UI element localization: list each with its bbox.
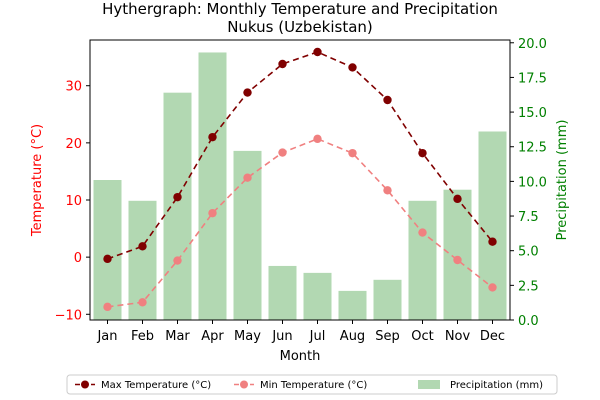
right-axis-label: Precipitation (mm): [555, 120, 570, 241]
right-tick-label: 7.5: [518, 210, 539, 225]
chart-title: Hythergraph: Monthly Temperature and Pre…: [102, 0, 498, 18]
legend-label: Precipitation (mm): [450, 380, 543, 391]
series-0-point-oct: [418, 148, 427, 158]
series-1-point-nov: [453, 255, 462, 265]
legend-box: [66, 374, 558, 395]
series-1-point-jun: [278, 148, 287, 157]
right-tick-label: 12.5: [518, 141, 547, 156]
precip-bar-jul: [303, 272, 332, 320]
series-0-point-may: [243, 88, 252, 97]
series-0-point-jan: [103, 254, 112, 264]
plot-frame: [89, 39, 511, 321]
precip-bar-mar: [163, 92, 192, 320]
temperature-lines: [103, 47, 497, 312]
left-tick-label: 0: [74, 251, 82, 266]
left-tick-label: 10: [65, 194, 82, 209]
precip-bar-sep: [373, 279, 402, 320]
series-1-point-feb: [138, 298, 147, 307]
series-0-point-sep: [383, 95, 392, 105]
right-tick-label: 15.0: [518, 106, 547, 121]
precipitation-bars: [93, 52, 507, 320]
legend-label: Max Temperature (°C): [101, 380, 211, 391]
x-tick-label: Mar: [165, 329, 190, 344]
series-0-point-jul: [313, 47, 322, 57]
left-tick-label: −10: [55, 308, 82, 323]
series-0-point-nov: [453, 194, 462, 204]
x-axis-label: Month: [280, 349, 321, 364]
series-1-point-aug: [348, 148, 357, 158]
left-axis-ticks: −10 0 10 20 30: [55, 80, 90, 323]
right-axis-ticks: 0.0 2.5 5.0 7.5 10.0 12.5 15.0 17.5 20.0: [510, 37, 547, 329]
series-1-point-may: [243, 173, 252, 182]
series-1-point-mar: [173, 256, 182, 265]
precip-bar-dec: [478, 131, 507, 320]
series-0-point-jun: [278, 59, 287, 69]
x-tick-label: Apr: [201, 329, 224, 344]
x-tick-label: Sep: [375, 329, 400, 344]
series-0-point-dec: [488, 237, 497, 246]
series-0-point-feb: [138, 242, 147, 251]
legend-bar-swatch: [418, 380, 440, 389]
x-tick-label: Jun: [271, 329, 292, 344]
right-tick-label: 5.0: [518, 245, 539, 260]
series-1-point-dec: [488, 283, 497, 292]
precip-bar-oct: [408, 200, 437, 320]
left-tick-label: 30: [65, 80, 82, 95]
series-0-point-apr: [208, 132, 217, 142]
x-tick-label: Jul: [309, 329, 326, 344]
x-tick-label: Feb: [131, 329, 154, 344]
chart-subtitle: Nukus (Uzbekistan): [227, 18, 373, 36]
right-tick-label: 20.0: [518, 37, 547, 52]
series-0-point-aug: [348, 63, 357, 72]
right-tick-label: 2.5: [518, 279, 539, 294]
series-1-point-jul: [313, 134, 322, 144]
left-tick-label: 20: [65, 137, 82, 152]
x-tick-label: Oct: [411, 329, 433, 344]
right-tick-label: 10.0: [518, 175, 547, 190]
x-tick-label: Jan: [96, 329, 117, 344]
series-1-point-jan: [103, 302, 112, 312]
precip-bar-apr: [198, 52, 227, 320]
right-tick-label: 17.5: [518, 71, 547, 86]
left-axis-label: Temperature (°C): [30, 124, 45, 237]
series-0-point-mar: [173, 192, 182, 202]
precip-bar-aug: [338, 290, 367, 320]
legend-marker: [240, 380, 248, 389]
legend-label: Min Temperature (°C): [260, 380, 367, 391]
series-line-1: [107, 137, 493, 308]
precip-bar-nov: [443, 189, 472, 320]
right-tick-label: 0.0: [518, 314, 539, 329]
x-tick-label: Nov: [445, 329, 471, 344]
precip-bar-jan: [93, 180, 122, 320]
series-1-point-sep: [383, 186, 392, 195]
series-1-point-apr: [208, 208, 217, 218]
x-tick-label: Aug: [340, 329, 365, 344]
series-line-0: [107, 51, 494, 260]
legend: Max Temperature (°C) Min Temperature (°C)…: [66, 374, 558, 395]
legend-marker: [81, 380, 89, 389]
precip-bar-jun: [268, 265, 297, 320]
series-1-point-oct: [418, 228, 427, 237]
x-tick-label: Dec: [480, 329, 505, 344]
x-tick-label: May: [234, 329, 261, 344]
x-axis-ticks: Jan Feb Mar Apr May Jun Jul Aug Sep Oct Nov Dec: [96, 320, 505, 344]
